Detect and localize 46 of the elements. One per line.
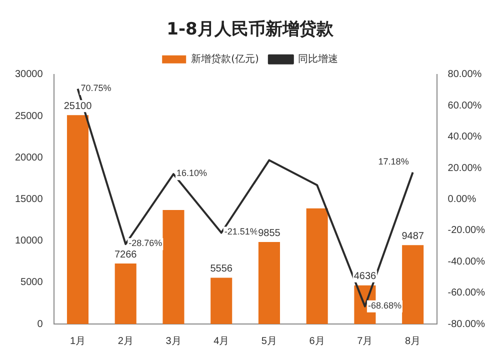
data-label: 4636 [354, 271, 377, 282]
y-tick-label: 25000 [14, 110, 44, 122]
y2-tick-label: 0.00% [448, 194, 476, 205]
y2-tick-label: -40.00% [448, 256, 486, 268]
x-tick-label: 8月 [405, 336, 421, 347]
data-label: 7266 [114, 249, 138, 260]
y-tick-label: 20000 [14, 152, 44, 164]
bar [306, 208, 328, 324]
data-label: 70.75% [80, 82, 112, 93]
y2-tick-label: 40.00% [448, 132, 482, 143]
bar [162, 210, 184, 324]
y2-tick-label: -60.00% [448, 288, 486, 299]
bar [402, 245, 424, 324]
legend-label: 新增贷款(亿元) [191, 52, 259, 65]
chart-title: 1-8月人民币新增贷款 [166, 20, 334, 40]
y2-tick-label: 20.00% [448, 162, 482, 174]
bar [66, 115, 89, 324]
y2-tick-label: -20.00% [448, 225, 486, 236]
y-tick-label: 0 [37, 318, 44, 330]
bar [258, 242, 280, 324]
data-label: 5556 [210, 264, 233, 275]
y2-tick-label: 80.00% [448, 69, 482, 80]
x-tick-label: 2月 [118, 336, 134, 347]
x-tick-label: 7月 [357, 336, 373, 347]
data-label: 16.10% [176, 168, 208, 178]
data-label: 17.18% [378, 156, 409, 166]
bar [210, 278, 232, 324]
data-label: 9487 [402, 230, 424, 242]
data-label: -68.68% [368, 300, 402, 310]
x-tick-label: 5月 [261, 336, 277, 347]
x-tick-label: 4月 [214, 336, 230, 347]
y-tick-label: 10000 [14, 236, 44, 247]
bar [114, 264, 136, 324]
x-tick-label: 6月 [309, 336, 325, 347]
x-tick-label: 3月 [166, 336, 182, 347]
y2-tick-label: -80.00% [448, 318, 486, 330]
data-label: 25100 [64, 100, 92, 112]
x-tick-label: 1月 [70, 336, 86, 347]
y2-tick-label: 60.00% [448, 100, 482, 112]
data-label: -21.51% [224, 226, 258, 237]
y-tick-label: 30000 [14, 69, 44, 80]
legend-label: 同比增速 [298, 52, 338, 65]
y-tick-label: 5000 [20, 277, 44, 288]
data-label: -28.76% [128, 238, 162, 248]
y-tick-label: 15000 [14, 194, 44, 205]
data-label: 9855 [258, 228, 281, 239]
